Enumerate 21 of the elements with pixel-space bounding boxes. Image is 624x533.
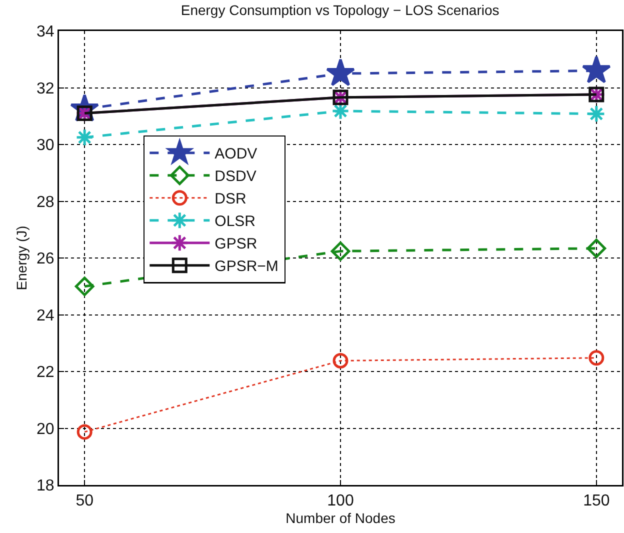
x-tick-label: 100 xyxy=(327,492,354,510)
legend-label: GPSR−M xyxy=(214,258,278,276)
y-tick-label: 28 xyxy=(36,194,54,211)
y-tick-label: 22 xyxy=(36,364,54,382)
y-tick-label: 34 xyxy=(36,24,54,41)
legend-label: DSDV xyxy=(214,168,256,186)
chart-title: Energy Consumption vs Topology − LOS Scenarios xyxy=(180,2,500,18)
y-tick-label: 30 xyxy=(36,137,54,154)
legend-label: AODV xyxy=(214,146,258,163)
y-tick-label: 20 xyxy=(36,420,54,438)
legend-label: DSR xyxy=(214,190,246,208)
legend-label: GPSR xyxy=(214,236,258,253)
y-tick-label: 32 xyxy=(36,80,54,98)
y-tick-label: 18 xyxy=(36,478,54,495)
legend-label: OLSR xyxy=(214,213,256,230)
x-tick-label: 150 xyxy=(583,492,610,510)
x-tick-label: 50 xyxy=(76,492,94,510)
x-axis-title: Number of Nodes xyxy=(286,510,396,526)
y-axis-title: Energy (J) xyxy=(13,226,30,290)
y-tick-label: 26 xyxy=(36,250,54,268)
y-tick-label: 24 xyxy=(36,307,54,324)
